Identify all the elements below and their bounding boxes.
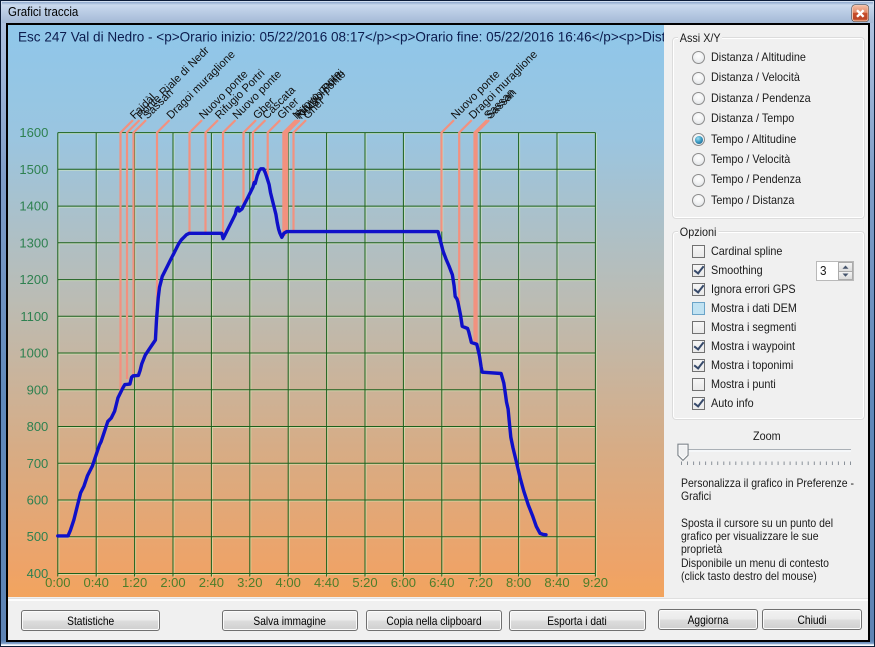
svg-text:1100: 1100: [20, 309, 48, 324]
svg-text:0:40: 0:40: [84, 575, 109, 590]
svg-text:1300: 1300: [19, 235, 48, 250]
svg-text:8:40: 8:40: [544, 575, 569, 590]
svg-text:1200: 1200: [19, 272, 48, 287]
svg-text:2:40: 2:40: [199, 575, 224, 590]
svg-text:0:00: 0:00: [45, 575, 70, 590]
svg-text:1500: 1500: [19, 162, 48, 177]
svg-text:1:20: 1:20: [122, 575, 147, 590]
svg-text:1600: 1600: [19, 125, 48, 140]
svg-text:600: 600: [27, 493, 49, 508]
svg-text:900: 900: [27, 382, 49, 397]
svg-text:5:20: 5:20: [352, 575, 377, 590]
svg-text:700: 700: [27, 456, 49, 471]
svg-text:1400: 1400: [19, 199, 48, 214]
svg-text:9:20: 9:20: [583, 575, 608, 590]
svg-text:8:00: 8:00: [506, 575, 531, 590]
svg-text:Esc 247 Val di Nedro - <p>Orar: Esc 247 Val di Nedro - <p>Orario inizio:…: [18, 30, 664, 45]
svg-text:6:40: 6:40: [429, 575, 454, 590]
svg-text:2:00: 2:00: [160, 575, 185, 590]
svg-text:4:00: 4:00: [276, 575, 301, 590]
svg-text:7:20: 7:20: [468, 575, 493, 590]
svg-text:3:20: 3:20: [237, 575, 262, 590]
svg-text:400: 400: [27, 566, 49, 581]
svg-text:800: 800: [27, 419, 49, 434]
svg-text:4:40: 4:40: [314, 575, 339, 590]
svg-text:1000: 1000: [19, 346, 48, 361]
svg-text:500: 500: [27, 529, 49, 544]
svg-text:6:00: 6:00: [391, 575, 416, 590]
